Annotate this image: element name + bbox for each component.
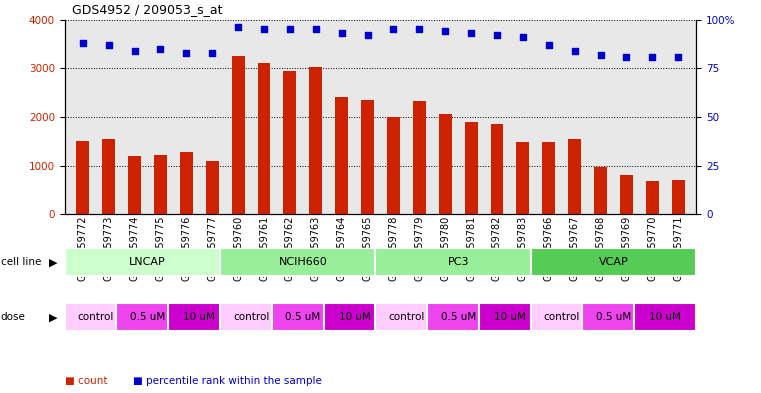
Text: 0.5 uM: 0.5 uM: [441, 312, 476, 322]
Point: [180, 50, 193, 56]
Text: 0.5 uM: 0.5 uM: [596, 312, 631, 322]
Bar: [620, 175, 633, 214]
Point: [465, 30, 477, 37]
Text: 0.5 uM: 0.5 uM: [130, 312, 165, 322]
Bar: [582, 303, 645, 331]
Bar: [323, 303, 386, 331]
Point: [103, 42, 115, 48]
Point: [310, 26, 322, 33]
Bar: [465, 122, 478, 214]
Bar: [530, 248, 696, 276]
Bar: [154, 155, 167, 214]
Bar: [168, 303, 231, 331]
Bar: [220, 248, 386, 276]
Bar: [375, 248, 541, 276]
Text: control: control: [543, 312, 580, 322]
Bar: [65, 303, 127, 331]
Bar: [76, 141, 89, 214]
Bar: [180, 152, 193, 214]
Text: GDS4952 / 209053_s_at: GDS4952 / 209053_s_at: [72, 3, 223, 16]
Point: [413, 26, 425, 33]
Text: 10 uM: 10 uM: [649, 312, 681, 322]
Text: 0.5 uM: 0.5 uM: [285, 312, 320, 322]
Bar: [543, 142, 556, 214]
Point: [672, 53, 684, 60]
Text: ■ percentile rank within the sample: ■ percentile rank within the sample: [133, 376, 322, 386]
Bar: [116, 303, 179, 331]
Bar: [634, 303, 696, 331]
Point: [361, 32, 374, 39]
Bar: [672, 180, 685, 214]
Bar: [65, 248, 231, 276]
Bar: [102, 139, 115, 214]
Text: ▶: ▶: [49, 312, 57, 322]
Text: 10 uM: 10 uM: [183, 312, 215, 322]
Text: LNCAP: LNCAP: [129, 257, 166, 267]
Bar: [387, 117, 400, 214]
Point: [77, 40, 89, 46]
Point: [336, 30, 348, 37]
Point: [154, 46, 167, 52]
Point: [491, 32, 503, 39]
Point: [543, 42, 555, 48]
Point: [258, 26, 270, 33]
Bar: [413, 101, 426, 214]
Point: [594, 51, 607, 58]
Text: ■ count: ■ count: [65, 376, 107, 386]
Point: [439, 28, 451, 35]
Bar: [646, 181, 659, 214]
Bar: [205, 161, 218, 214]
Text: 10 uM: 10 uM: [494, 312, 526, 322]
Bar: [427, 303, 489, 331]
Point: [206, 50, 218, 56]
Point: [517, 34, 529, 40]
Text: control: control: [233, 312, 269, 322]
Point: [568, 48, 581, 54]
Bar: [257, 63, 270, 214]
Bar: [439, 114, 452, 214]
Bar: [361, 100, 374, 214]
Point: [646, 53, 658, 60]
Text: ▶: ▶: [49, 257, 57, 267]
Bar: [517, 142, 530, 214]
Point: [387, 26, 400, 33]
Text: PC3: PC3: [447, 257, 469, 267]
Bar: [220, 303, 282, 331]
Text: NCIH660: NCIH660: [279, 257, 327, 267]
Point: [620, 53, 632, 60]
Bar: [568, 139, 581, 214]
Point: [284, 26, 296, 33]
Bar: [309, 67, 322, 214]
Text: VCAP: VCAP: [599, 257, 629, 267]
Text: cell line: cell line: [1, 257, 41, 267]
Bar: [128, 156, 141, 214]
Bar: [283, 71, 296, 214]
Bar: [530, 303, 593, 331]
Text: dose: dose: [1, 312, 26, 322]
Bar: [375, 303, 438, 331]
Bar: [594, 167, 607, 214]
Bar: [231, 56, 244, 214]
Bar: [479, 303, 541, 331]
Bar: [335, 97, 348, 214]
Point: [232, 24, 244, 31]
Text: control: control: [388, 312, 425, 322]
Text: control: control: [78, 312, 114, 322]
Bar: [272, 303, 334, 331]
Point: [129, 48, 141, 54]
Bar: [491, 124, 504, 214]
Text: 10 uM: 10 uM: [339, 312, 371, 322]
